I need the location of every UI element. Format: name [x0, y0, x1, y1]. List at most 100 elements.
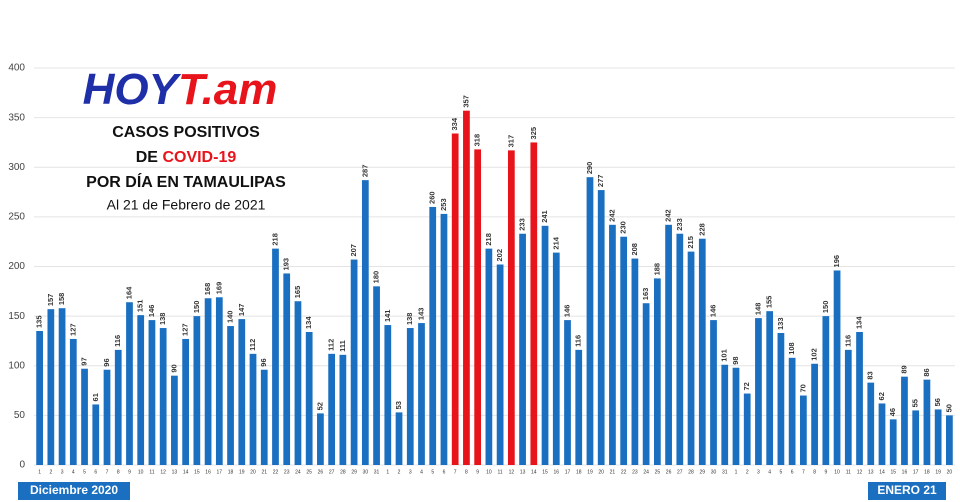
- value-label: 143: [416, 308, 425, 321]
- x-tick-label: 30: [711, 469, 717, 475]
- x-tick-label: 31: [374, 469, 380, 475]
- value-label: 357: [461, 95, 470, 108]
- bar: [743, 393, 751, 465]
- bar: [530, 142, 538, 465]
- bar: [878, 403, 886, 465]
- bar: [182, 338, 189, 465]
- bar: [395, 412, 403, 465]
- x-tick-label: 21: [610, 469, 616, 475]
- x-tick-label: 21: [261, 469, 267, 475]
- x-tick-label: 19: [587, 469, 593, 475]
- bar: [47, 309, 55, 465]
- bar: [620, 236, 628, 465]
- value-label: 133: [776, 317, 785, 330]
- x-tick-label: 13: [868, 469, 874, 475]
- value-label: 318: [473, 134, 482, 147]
- value-label: 155: [765, 296, 774, 309]
- x-tick-label: 18: [228, 469, 234, 475]
- value-label: 97: [80, 357, 89, 365]
- x-tick-label: 2: [746, 469, 749, 475]
- bar: [507, 150, 515, 465]
- value-label: 193: [282, 258, 291, 271]
- bar: [485, 248, 493, 465]
- bar: [631, 258, 639, 465]
- bar: [934, 409, 942, 465]
- value-label: 146: [562, 305, 571, 318]
- value-label: 287: [360, 165, 369, 178]
- x-tick-label: 20: [250, 469, 256, 475]
- bar: [114, 349, 122, 465]
- x-tick-label: 6: [94, 469, 97, 475]
- bar: [148, 320, 156, 465]
- bar: [755, 318, 762, 465]
- x-tick-label: 14: [879, 469, 885, 475]
- x-tick-label: 24: [295, 469, 301, 475]
- x-tick-label: 9: [824, 469, 827, 475]
- x-tick-label: 7: [106, 469, 109, 475]
- value-label: 148: [753, 303, 762, 316]
- value-label: 98: [731, 356, 740, 364]
- bar: [451, 133, 459, 465]
- bar: [350, 259, 358, 465]
- bar: [126, 302, 133, 465]
- bar: [575, 349, 583, 465]
- value-label: 134: [304, 316, 313, 329]
- bar: [406, 328, 414, 465]
- x-tick-label: 19: [239, 469, 245, 475]
- value-label: 89: [899, 365, 908, 373]
- x-tick-label: 10: [834, 469, 840, 475]
- title-part: DE: [136, 149, 159, 166]
- bar: [777, 332, 785, 465]
- value-label: 140: [226, 311, 235, 324]
- x-tick-label: 20: [598, 469, 604, 475]
- bar: [339, 354, 347, 465]
- x-tick-label: 6: [791, 469, 794, 475]
- value-label: 228: [697, 223, 706, 236]
- bar: [946, 415, 953, 465]
- period-label: ENERO 21: [877, 483, 937, 497]
- bar: [429, 206, 437, 465]
- x-tick-label: 13: [172, 469, 178, 475]
- x-tick-label: 28: [688, 469, 694, 475]
- x-tick-label: 25: [655, 469, 661, 475]
- value-label: 150: [821, 301, 830, 314]
- bar: [541, 225, 549, 465]
- x-tick-label: 11: [149, 469, 154, 475]
- x-tick-label: 20: [947, 469, 953, 475]
- value-label: 50: [944, 404, 953, 412]
- x-tick-label: 26: [318, 469, 324, 475]
- value-label: 62: [877, 392, 886, 400]
- x-tick-label: 4: [420, 469, 423, 475]
- x-tick-label: 27: [677, 469, 683, 475]
- x-tick-label: 8: [465, 469, 468, 475]
- value-label: 112: [248, 339, 257, 351]
- plot: 0501001502002503003504001135215731584127…: [8, 63, 955, 475]
- bar: [238, 319, 246, 465]
- value-label: 164: [124, 286, 133, 299]
- value-label: 86: [922, 368, 931, 376]
- value-label: 230: [619, 221, 628, 234]
- y-tick-label: 250: [8, 212, 25, 223]
- bar: [923, 379, 931, 465]
- x-tick-label: 14: [531, 469, 537, 475]
- value-label: 101: [720, 349, 729, 362]
- bar: [564, 320, 571, 465]
- value-label: 163: [641, 288, 650, 301]
- bar: [609, 224, 616, 465]
- bar: [519, 233, 526, 465]
- x-tick-label: 15: [542, 469, 548, 475]
- value-label: 290: [585, 162, 594, 175]
- x-tick-label: 22: [273, 469, 279, 475]
- x-tick-label: 23: [284, 469, 290, 475]
- x-tick-label: 5: [83, 469, 86, 475]
- x-tick-label: 14: [183, 469, 189, 475]
- bar: [328, 353, 336, 465]
- bar: [710, 320, 717, 465]
- y-tick-label: 350: [8, 112, 25, 123]
- x-tick-label: 4: [72, 469, 75, 475]
- x-tick-label: 10: [138, 469, 144, 475]
- x-tick-label: 17: [913, 469, 919, 475]
- bar: [215, 297, 223, 465]
- value-label: 112: [327, 339, 336, 351]
